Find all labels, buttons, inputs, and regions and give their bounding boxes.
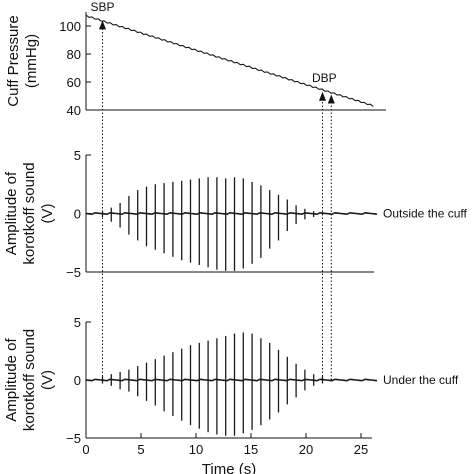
x-tick-label: 20: [299, 442, 313, 457]
cuff-pressure-line: [85, 14, 374, 107]
outside-baseline-trace: [85, 211, 378, 216]
under-baseline-trace: [85, 378, 378, 382]
dbp-marker-0-arrow: [319, 91, 326, 101]
x-tick-label: 15: [244, 442, 258, 457]
cuff-y-label: (mmHg): [23, 34, 40, 88]
markers: [99, 20, 335, 380]
outside-y-label: korotkoff sound: [21, 162, 38, 264]
under-y-label: Amplitude of: [3, 337, 20, 421]
under-y-tick-label: 5: [74, 315, 81, 330]
under-y-tick-label: 0: [74, 373, 81, 388]
cuff-y-label: Cuff Pressure: [5, 15, 22, 106]
outside-y-tick-label: 5: [74, 148, 81, 163]
sbp-marker-arrow: [99, 20, 106, 30]
cuff-y-tick-label: 80: [67, 47, 81, 62]
outside-y-label: (V): [39, 204, 56, 224]
x-tick-label: 5: [137, 442, 144, 457]
under-y-tick-label: −5: [66, 431, 81, 446]
outside-y-tick-label: 0: [74, 207, 81, 222]
traces: [85, 14, 378, 436]
under-y-label: korotkoff sound: [21, 329, 38, 431]
outside-y-label: Amplitude of: [3, 171, 20, 255]
outside-side-label: Outside the cuff: [383, 207, 467, 221]
x-tick-label: 25: [354, 442, 368, 457]
x-axis-label: Time (s): [202, 461, 256, 474]
under-y-label: (V): [39, 370, 56, 390]
axes: [85, 12, 386, 439]
dbp-label: DBP: [312, 71, 337, 85]
sbp-label: SBP: [91, 0, 115, 14]
outside-y-tick-label: −5: [66, 265, 81, 280]
cuff-y-tick-label: 40: [67, 103, 81, 118]
x-tick-label: 10: [189, 442, 203, 457]
cuff-y-tick-label: 100: [59, 19, 81, 34]
x-tick-label: 0: [82, 442, 89, 457]
under-side-label: Under the cuff: [383, 373, 459, 387]
cuff-y-tick-label: 60: [67, 75, 81, 90]
dbp-marker-1-arrow: [327, 94, 335, 104]
